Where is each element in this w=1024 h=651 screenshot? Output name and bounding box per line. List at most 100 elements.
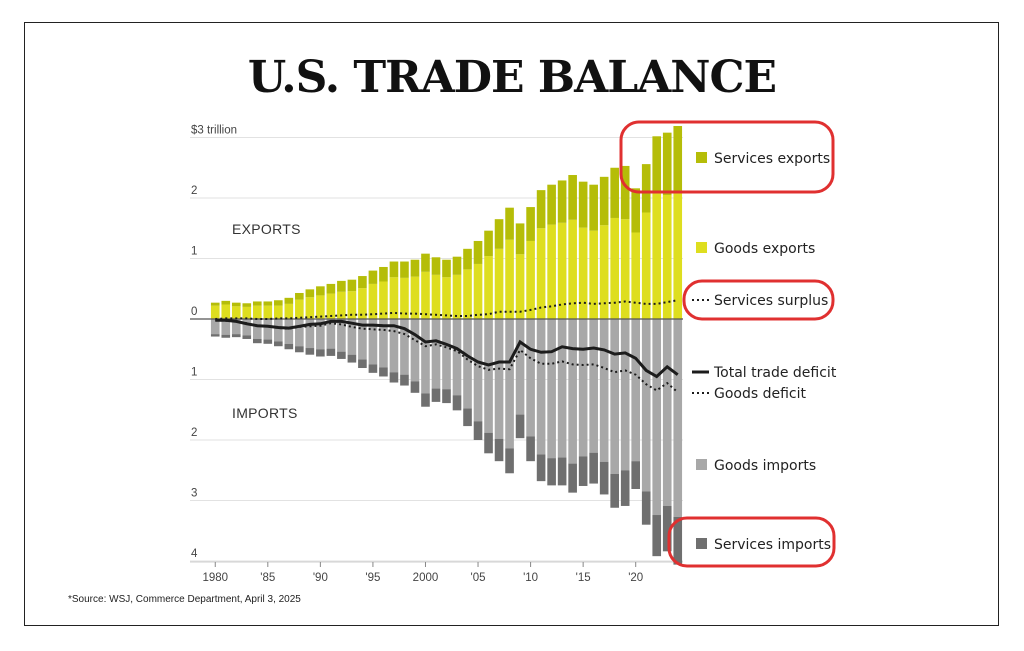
- bar-goods-imports: [442, 319, 451, 390]
- bar-services-exports: [274, 300, 283, 306]
- source-note: *Source: WSJ, Commerce Department, April…: [68, 594, 301, 605]
- bar-services-imports: [484, 432, 493, 454]
- bar-services-imports: [337, 351, 346, 359]
- exports-section-label: EXPORTS: [232, 221, 301, 237]
- bar-goods-exports: [431, 274, 441, 319]
- bar-services-exports: [442, 259, 451, 278]
- legend-swatch-services-imports: [696, 538, 707, 549]
- legend-label-goods-deficit: Goods deficit: [714, 386, 807, 402]
- x-tick-label: '10: [523, 572, 538, 584]
- bar-goods-imports: [210, 319, 220, 335]
- legend-label-goods-imports: Goods imports: [714, 458, 816, 474]
- bar-services-exports: [421, 253, 430, 272]
- bar-services-imports: [295, 346, 304, 353]
- bar-services-exports: [557, 180, 567, 223]
- bar-goods-imports: [536, 319, 546, 455]
- x-tick-label: '05: [471, 572, 486, 584]
- x-tick-label: '85: [260, 572, 275, 584]
- bar-goods-exports: [221, 304, 231, 319]
- bar-goods-exports: [473, 263, 483, 319]
- bar-goods-exports: [505, 239, 514, 319]
- y-tick-label: 3: [191, 488, 197, 500]
- bar-goods-exports: [652, 192, 662, 319]
- bar-goods-exports: [578, 227, 588, 319]
- x-tick-label: '15: [576, 572, 591, 584]
- bar-goods-imports: [515, 319, 525, 415]
- bar-goods-imports: [295, 319, 304, 347]
- bar-services-exports: [620, 165, 630, 220]
- bar-goods-imports: [557, 319, 567, 458]
- bar-goods-exports: [337, 291, 346, 319]
- legend: Services exports Goods exports Services su…: [619, 120, 837, 568]
- bar-goods-exports: [641, 212, 651, 319]
- bar-goods-imports: [274, 319, 283, 342]
- bar-services-exports: [641, 164, 651, 213]
- bar-services-imports: [631, 461, 641, 490]
- bar-services-exports: [400, 261, 409, 278]
- bar-goods-exports: [494, 248, 504, 319]
- bar-goods-exports: [463, 269, 472, 319]
- bar-services-imports: [210, 334, 220, 337]
- bar-goods-imports: [347, 319, 357, 355]
- bar-goods-exports: [379, 281, 388, 319]
- y-tick-label: 0: [191, 306, 197, 318]
- bar-goods-imports: [641, 319, 651, 492]
- highlight-services-surplus: [682, 279, 835, 321]
- section-labels: EXPORTS IMPORTS: [232, 221, 301, 421]
- bar-goods-imports: [620, 319, 630, 471]
- bar-services-imports: [431, 388, 441, 402]
- bar-goods-imports: [610, 319, 619, 474]
- bar-goods-exports: [673, 192, 683, 319]
- bar-services-imports: [242, 335, 252, 339]
- bar-goods-exports: [274, 305, 283, 319]
- bar-goods-imports: [252, 319, 262, 339]
- bar-services-exports: [662, 132, 672, 195]
- bar-services-exports: [305, 289, 315, 298]
- bar-services-imports: [599, 461, 609, 495]
- bar-services-exports: [284, 297, 294, 304]
- bar-services-exports: [505, 207, 514, 240]
- bar-services-exports: [568, 175, 577, 220]
- bar-goods-exports: [557, 222, 567, 319]
- bar-goods-imports: [452, 319, 462, 396]
- bar-services-imports: [557, 457, 567, 486]
- bar-goods-exports: [389, 277, 399, 319]
- y-tick-label: 4: [191, 548, 198, 560]
- bar-goods-exports: [662, 194, 672, 319]
- bar-services-imports: [610, 473, 619, 508]
- bar-services-imports: [368, 364, 378, 373]
- bar-services-imports: [389, 372, 399, 383]
- bar-goods-exports: [284, 303, 294, 319]
- bar-services-imports: [316, 349, 325, 357]
- bar-goods-imports: [326, 319, 336, 349]
- bar-goods-exports: [421, 271, 430, 319]
- bar-services-exports: [578, 181, 588, 228]
- bar-goods-imports: [662, 319, 672, 506]
- legend-swatch-services-exports: [696, 152, 707, 163]
- bar-goods-exports: [568, 219, 577, 319]
- bar-goods-imports: [631, 319, 641, 462]
- bar-goods-exports: [484, 256, 493, 319]
- bar-goods-exports: [526, 240, 535, 319]
- bar-goods-imports: [431, 319, 441, 389]
- bar-services-exports: [358, 276, 367, 289]
- bar-services-imports: [400, 374, 409, 386]
- x-tick-label: 2000: [413, 572, 439, 584]
- bar-goods-imports: [494, 319, 504, 439]
- bar-services-exports: [221, 300, 231, 305]
- bar-services-imports: [568, 463, 577, 493]
- bar-services-exports: [337, 280, 346, 292]
- bar-goods-exports: [252, 305, 262, 319]
- x-tick-label: '90: [313, 572, 328, 584]
- x-tick-label: '95: [365, 572, 380, 584]
- bar-goods-exports: [242, 306, 252, 319]
- bar-goods-imports: [316, 319, 325, 350]
- bar-goods-exports: [620, 219, 630, 319]
- bar-services-exports: [295, 292, 304, 300]
- bar-goods-imports: [389, 319, 399, 373]
- bar-services-imports: [284, 343, 294, 350]
- bar-goods-exports: [610, 217, 619, 319]
- bar-services-exports: [547, 184, 556, 225]
- bar-goods-imports: [526, 319, 535, 437]
- bar-services-imports: [358, 359, 367, 369]
